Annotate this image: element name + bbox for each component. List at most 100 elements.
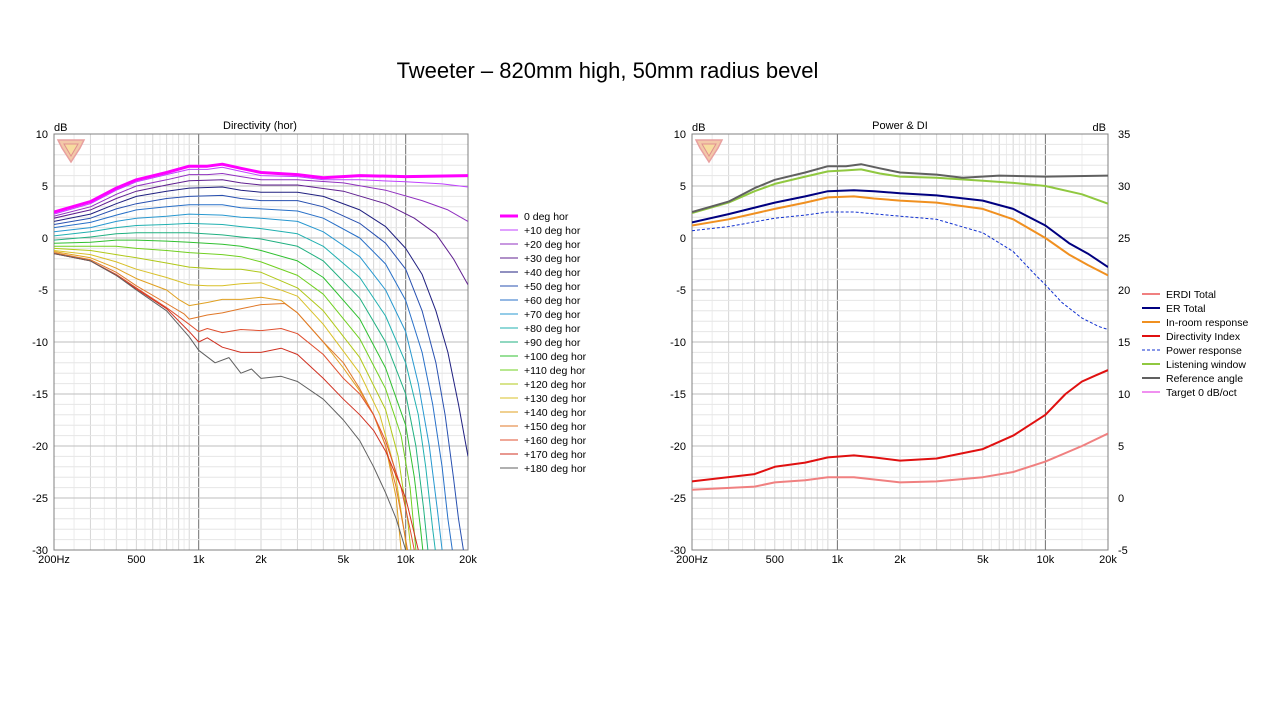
series-line-er-total [692,189,1108,268]
series-line-130-deg-hor [54,250,408,550]
legend-label: +90 deg hor [524,337,581,349]
series-line-60-deg-hor [54,204,453,550]
y2-tick-label: 0 [1118,493,1124,505]
series-line-0-deg-hor [54,162,468,214]
legend-label: +70 deg hor [524,309,581,321]
x-tick-label: 1k [832,554,844,566]
series-lines [54,162,468,550]
legend-label: Listening window [1166,359,1246,371]
y2-tick-label: 10 [1118,389,1130,401]
y2-tick-label: 30 [1118,181,1130,193]
legend-label: +40 deg hor [524,267,581,279]
y-tick-label: -10 [670,337,686,349]
legend-label: Directivity Index [1166,331,1241,343]
y-tick-label: -20 [32,441,48,453]
y-tick-label: 5 [42,181,48,193]
series-line-20-deg-hor [54,173,468,222]
y2-tick-label: -5 [1118,545,1128,557]
series-line-30-deg-hor [54,179,468,286]
x-tick-label: 200Hz [676,554,708,566]
x-tick-label: 10k [397,554,415,566]
x-tick-label: 200Hz [38,554,70,566]
series-line-50-deg-hor [54,194,464,550]
series-line-120-deg-hor [54,247,412,550]
series-line-150-deg-hor [54,252,408,550]
legend-label: +10 deg hor [524,225,581,237]
legend-label: +100 deg hor [524,351,587,363]
chart-title: Directivity (hor) [223,120,297,132]
y2-tick-label: 15 [1118,337,1130,349]
series-line-90-deg-hor [54,232,429,550]
series-line-100-deg-hor [54,239,424,550]
series-line-10-deg-hor [54,166,468,215]
series-line-160-deg-hor [54,253,415,550]
x-tick-label: 500 [127,554,145,566]
series-line-70-deg-hor [54,213,443,550]
y-tick-label: -10 [32,337,48,349]
y-tick-label: -20 [670,441,686,453]
series-line-110-deg-hor [54,245,417,550]
y-tick-label: 10 [36,129,48,141]
x-tick-label: 10k [1037,554,1055,566]
legend-label: Power response [1166,345,1242,357]
legend: 0 deg hor +10 deg hor +20 deg hor +30 deg h… [500,211,587,475]
legend-label: +130 deg hor [524,393,587,405]
series-line-180-deg-hor [54,253,407,550]
x-tick-label: 1k [193,554,205,566]
y-tick-label: -5 [676,285,686,297]
x-tick-label: 20k [1099,554,1117,566]
y-tick-label: -15 [32,389,48,401]
plot-frame [691,133,1109,551]
y-tick-label: 5 [680,181,686,193]
y2-tick-label: 25 [1118,233,1130,245]
logo-watermark [56,139,86,164]
x-tick-label: 2k [894,554,906,566]
series-line-listening-window [692,168,1108,214]
legend-label: +50 deg hor [524,281,581,293]
legend-label: +150 deg hor [524,421,587,433]
series-line-in-room-response [692,195,1108,277]
legend-label: 0 deg hor [524,211,569,223]
series-lines [692,163,1108,491]
legend-label: +30 deg hor [524,253,581,265]
x-tick-label: 2k [255,554,267,566]
y-tick-label: -30 [670,545,686,557]
x-tick-label: 5k [338,554,350,566]
legend-label: ERDI Total [1166,289,1216,301]
legend-label: +80 deg hor [524,323,581,335]
legend-label: +180 deg hor [524,463,587,475]
legend-label: +120 deg hor [524,379,587,391]
legend-label: +60 deg hor [524,295,581,307]
logo-inner [701,143,717,157]
slide-title: Tweeter – 820mm high, 50mm radius bevel [396,58,819,83]
legend-label: +140 deg hor [524,407,587,419]
y2-tick-label: 20 [1118,285,1130,297]
y-tick-label: 10 [674,129,686,141]
legend-label: +20 deg hor [524,239,581,251]
y-tick-label: -25 [670,493,686,505]
legend: ERDI Total ER Total In-room response Direct… [1142,289,1248,399]
logo-watermark [694,139,724,164]
legend-label: +110 deg hor [524,365,586,377]
y2-axis-label: dB [1093,122,1106,134]
legend-label: Reference angle [1166,373,1243,385]
plot-frame [53,133,469,551]
legend-label: In-room response [1166,317,1248,329]
chart-title: Power & DI [872,120,928,132]
y-axis-label: dB [692,122,705,134]
y-tick-label: 0 [42,233,48,245]
series-line-80-deg-hor [54,222,436,550]
logo-inner [63,143,79,157]
y-axis-label: dB [54,122,67,134]
grid [54,133,468,551]
series-line-40-deg-hor [54,186,468,457]
legend-label: ER Total [1166,303,1206,315]
x-tick-label: 20k [459,554,477,566]
series-line-170-deg-hor [54,253,419,550]
power-di-chart: Power & DI dB 10 5 0 -5 -10 -15 -20 -25 -30 35 30 25 2… [670,120,1248,566]
y-tick-label: -25 [32,493,48,505]
x-tick-label: 5k [977,554,989,566]
y-tick-label: -30 [32,545,48,557]
series-line-erdi-total [692,432,1108,491]
